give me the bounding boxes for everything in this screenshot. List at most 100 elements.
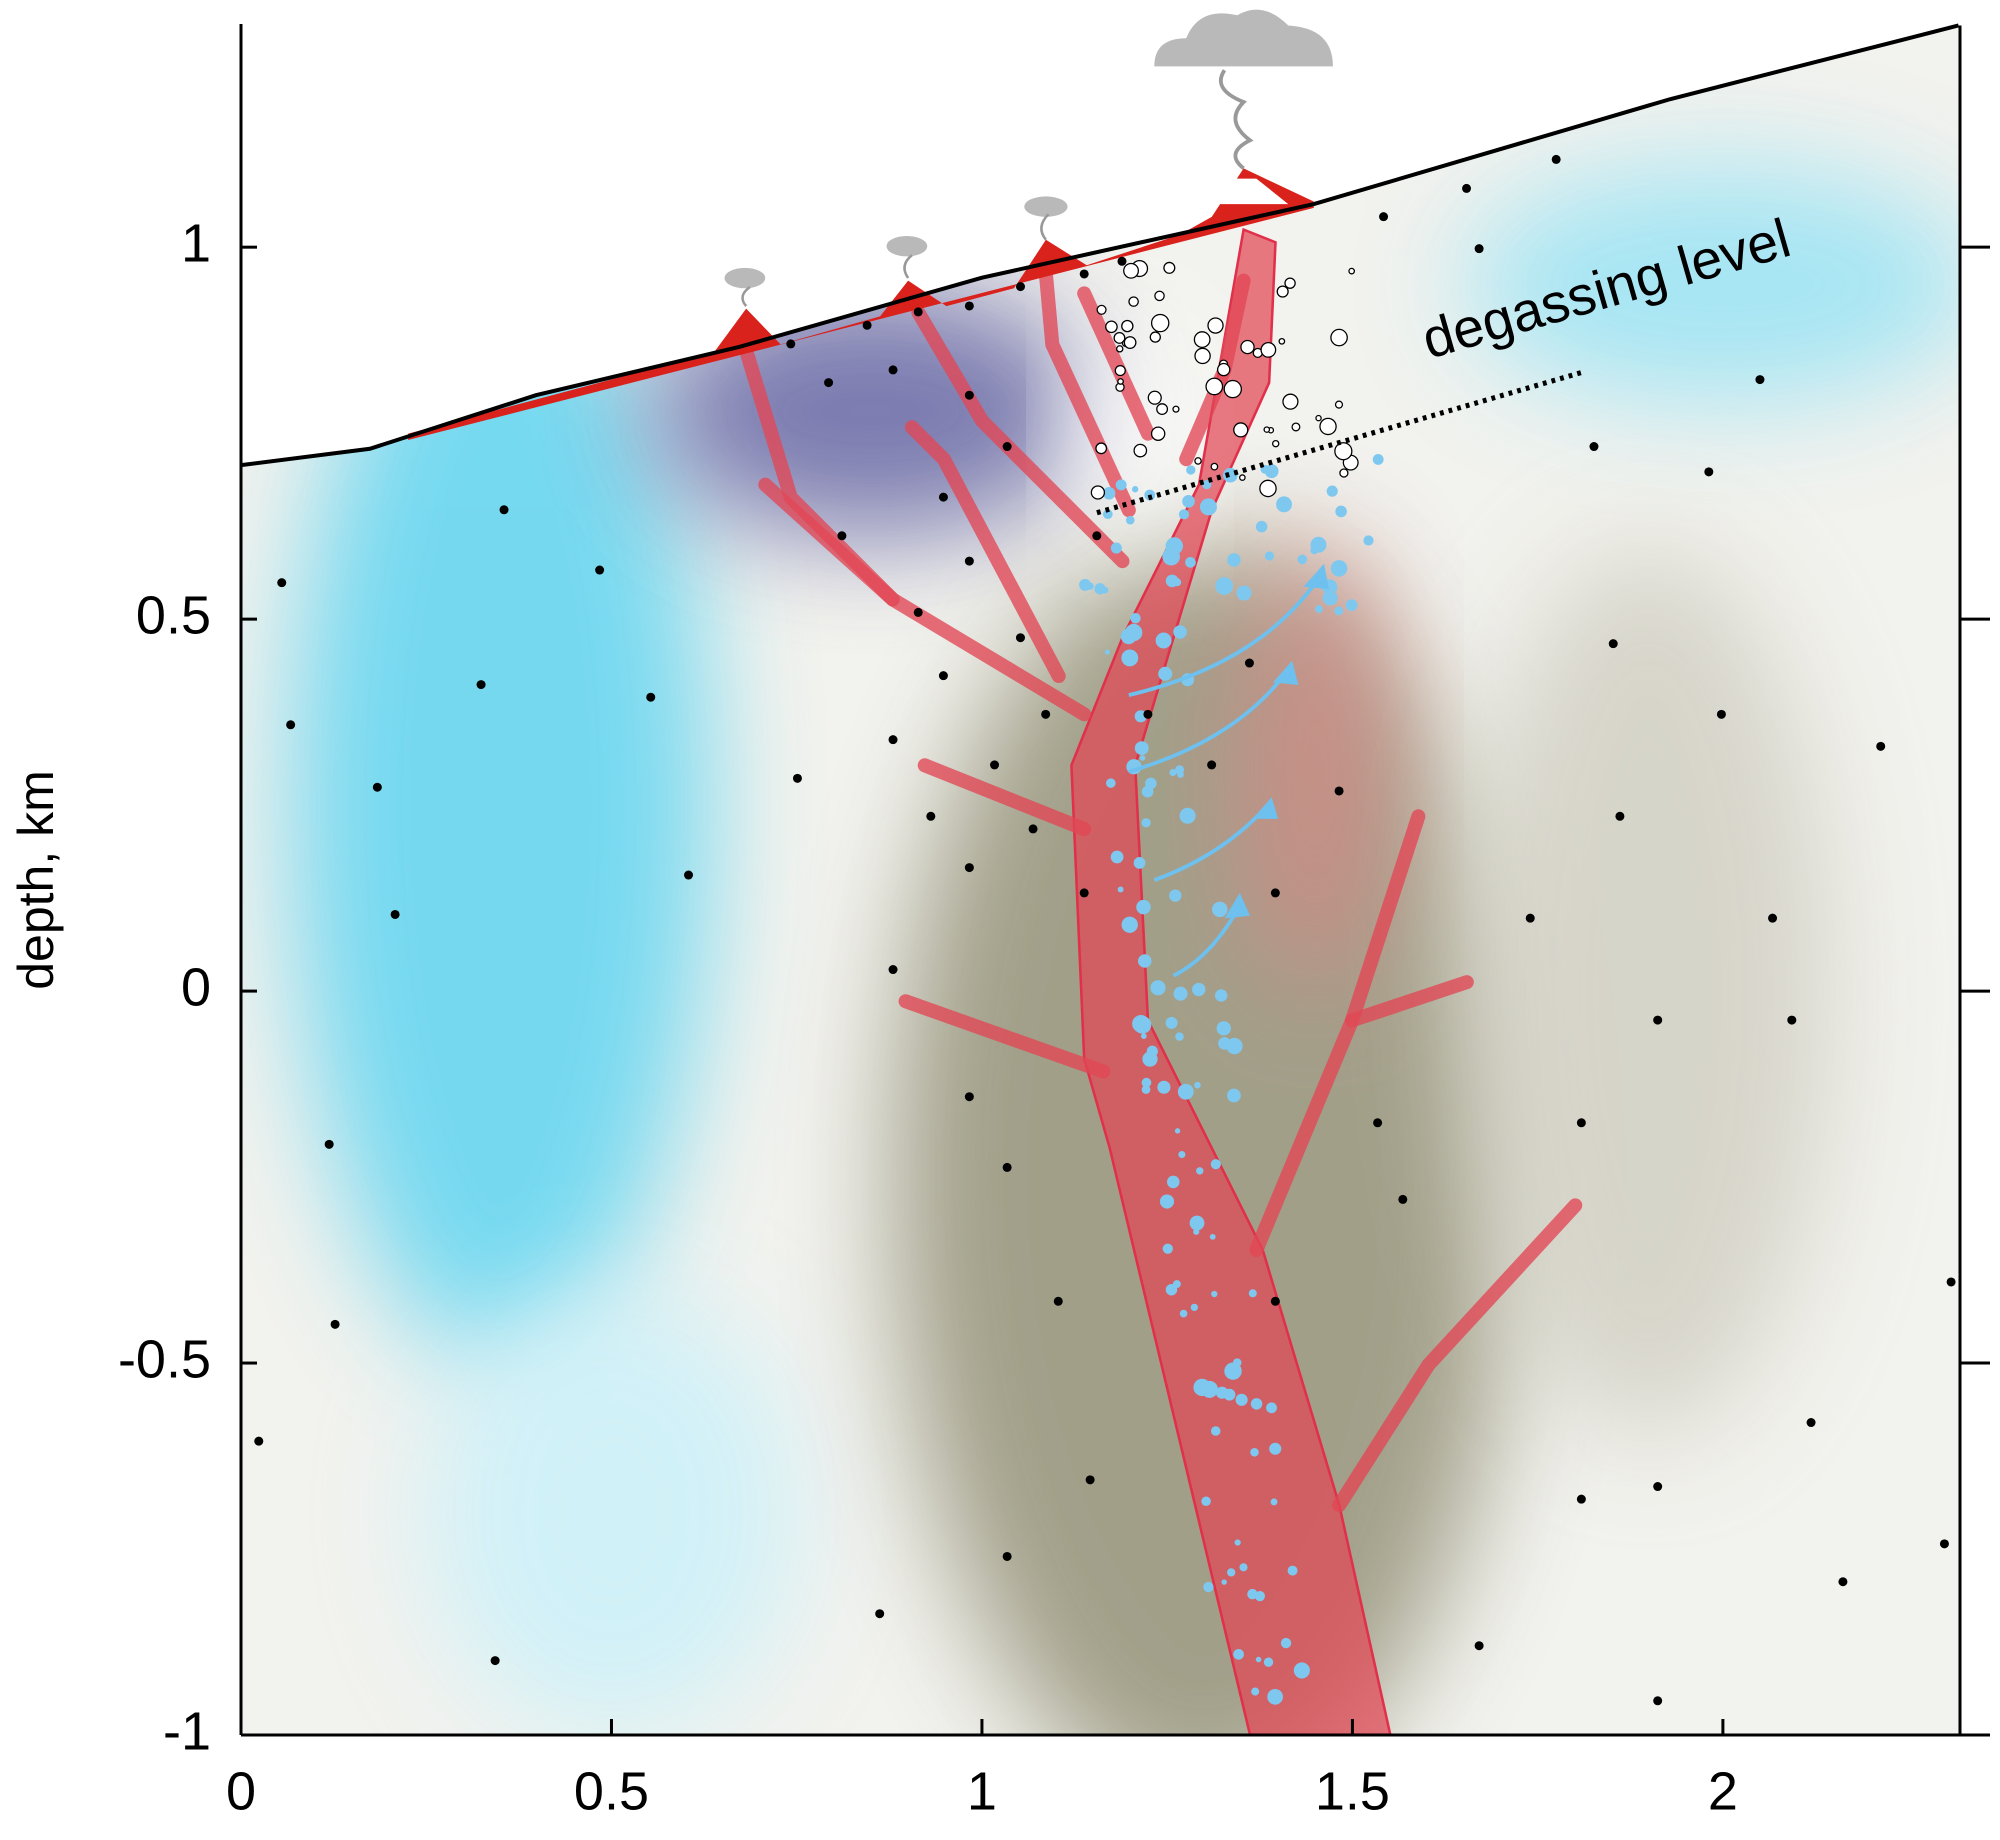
hypocenter [1653,1696,1663,1706]
hypocenter [1474,244,1484,254]
arrow [1128,668,1290,774]
gas-bubble [1233,422,1249,438]
dyke [904,420,1066,684]
gas-bubble [1190,1303,1198,1312]
dyke [758,477,900,607]
hypocenter [286,720,296,730]
hypocenter [913,307,923,317]
gas-bubble [1215,577,1234,595]
y-tick-label: 1 [181,213,211,273]
hypocenter [964,863,974,873]
gas-bubble [1106,778,1116,788]
gas-bubble [1201,1380,1219,1398]
gas-bubble [1150,426,1166,441]
gas-bubble [1223,379,1242,399]
hypocenter [875,1609,885,1619]
field-blob [1078,321,1183,545]
hypocenter [1092,531,1102,541]
gas-bubble [1141,785,1154,798]
hypocenter [990,760,1000,770]
gas-bubble [1102,486,1116,500]
hypocenter [1015,633,1025,643]
hypocenter [1946,1277,1956,1287]
hypocenter [1398,1194,1408,1204]
gas-bubble [1178,509,1190,520]
gas-bubble [1163,261,1176,274]
gas-bubble [1250,1447,1259,1457]
gas-bubble [1113,331,1126,344]
gas-bubble [1209,1233,1216,1240]
plume [741,285,751,307]
gas-bubble [1114,364,1126,377]
gas-bubble [1297,554,1308,565]
hypocenter [888,965,898,975]
hypocenter [1270,888,1280,898]
hypocenter [1615,811,1625,821]
gas-bubble [1173,986,1188,1001]
dyke [917,758,1092,837]
gas-bubble [1140,1033,1147,1040]
hypocenter [1207,760,1217,770]
gas-bubble [1211,1290,1218,1298]
hypocenter [1462,183,1472,193]
surface-line [240,23,1960,468]
dyke [1332,1198,1583,1513]
gas-bubble [1274,1693,1282,1702]
gas-bubble [1263,426,1271,433]
arrow-head [1303,563,1330,590]
gas-bubble [1372,454,1384,465]
gas-bubble [1186,465,1196,475]
gas-bubble [1141,818,1151,828]
hypocenters [254,154,1956,1706]
hypocenter [1768,913,1778,923]
hypocenter [1474,1641,1484,1651]
gas-bubble [1194,1081,1201,1089]
gas-bubble [1158,666,1173,681]
gas-bubble [1278,337,1286,345]
hypocenter [837,531,847,541]
hypocenter [1653,1015,1663,1025]
arrow [1128,572,1324,698]
gas-bubble [1090,485,1106,500]
plume [1218,69,1254,170]
x-tick-label: 1.5 [1315,1761,1390,1821]
arrow-head [1272,660,1299,685]
gas-bubble [1226,1037,1243,1055]
gas-bubble [1280,1637,1292,1649]
hypocenter [926,811,936,821]
hypocenter [1716,709,1726,719]
field-blob [1241,544,1390,992]
y-tick-label: 0 [181,957,211,1017]
gas-bubble [1215,989,1228,1002]
gas-bubble [1115,479,1127,491]
gas-bubble [1363,535,1374,546]
plume [903,254,913,279]
gas-bubble [1177,1083,1194,1100]
gas-bubble [1101,586,1109,594]
gas-bubble [1251,1687,1260,1696]
gas-bubble [1174,1128,1181,1134]
gas-bubble [1154,290,1165,302]
gas-bubble [1132,1015,1150,1033]
hypocenter [1608,639,1618,649]
dykes [739,267,1583,1513]
gas-bubble [1104,649,1110,655]
gas-bubble [1335,505,1347,518]
arrow-head [1252,797,1279,819]
cloud [1154,9,1333,67]
hypocenter [1041,709,1051,719]
gas-bubble [1199,498,1217,516]
hypocenter [1085,1475,1095,1485]
gas-bubble [1193,1228,1200,1235]
hypocenter [390,909,400,919]
gas-bubble [1123,336,1137,349]
hypocenter [277,578,287,588]
ash-clouds [724,9,1333,289]
gas-bubble [1194,347,1211,365]
dyke [911,305,1130,569]
main-conduit [1070,227,1392,1736]
gas-bubble [1169,768,1177,777]
gas-bubble [1322,590,1338,606]
gas-bubble [1271,439,1280,448]
gas-bubble [1234,1539,1241,1546]
